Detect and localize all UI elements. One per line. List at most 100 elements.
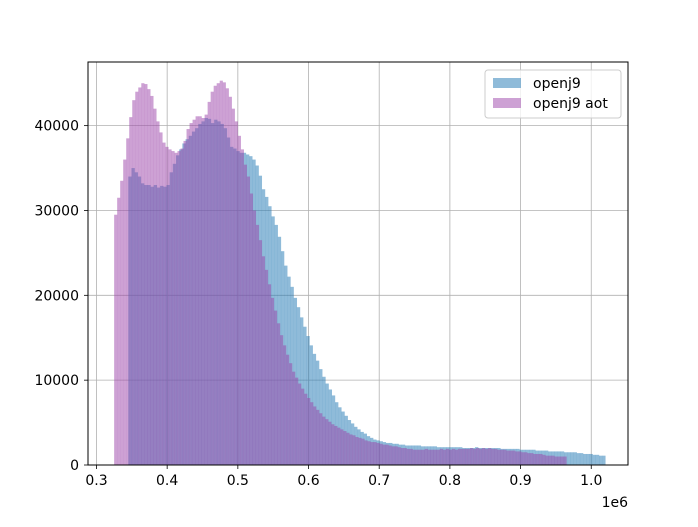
histogram-bar <box>129 117 133 465</box>
histogram-bar <box>144 84 148 465</box>
histogram-bar <box>599 455 603 465</box>
histogram-bar <box>448 449 453 465</box>
histogram-bars <box>114 80 606 466</box>
x-tick-label: 0.3 <box>85 473 107 489</box>
histogram-bar <box>292 371 296 465</box>
histogram-bar <box>509 450 513 465</box>
y-tick-label: 40000 <box>34 119 79 135</box>
histogram-bar <box>246 176 251 465</box>
histogram-bar <box>379 443 383 465</box>
legend-label: openj9 <box>533 76 581 92</box>
histogram-bar <box>219 80 223 466</box>
histogram-bar <box>512 450 516 465</box>
histogram-bar <box>479 448 483 465</box>
histogram-bar <box>376 442 380 465</box>
histogram-bar <box>207 101 211 465</box>
histogram-bar <box>298 383 302 465</box>
histogram-bar <box>319 413 323 465</box>
histogram-bar <box>310 402 314 465</box>
axis-ticks: 0.3 0.4 0.5 0.6 0.7 0.8 0.9 1.0 0 10000 20000 30000… <box>34 119 602 489</box>
histogram-bar <box>358 437 362 465</box>
histogram-bar <box>439 448 444 465</box>
x-tick-label: 0.9 <box>509 473 531 489</box>
histogram-bar <box>153 108 157 466</box>
histogram-bar <box>150 95 154 466</box>
histogram-bar <box>385 444 389 465</box>
histogram-bar <box>451 448 456 465</box>
histogram-bar <box>388 445 392 465</box>
histogram-bar <box>120 180 124 466</box>
histogram-bar <box>427 449 431 465</box>
histogram-bar <box>394 446 398 465</box>
histogram-bar <box>237 135 241 466</box>
histogram-bar <box>391 446 395 465</box>
histogram-bar <box>313 406 317 465</box>
histogram-bar <box>524 452 528 465</box>
histogram-bar <box>415 449 419 465</box>
legend: openj9 openj9 aot <box>484 69 622 119</box>
y-tick-label: 30000 <box>34 203 79 219</box>
histogram-bar <box>352 435 356 465</box>
histogram-bar <box>533 453 537 465</box>
histogram-bar <box>141 83 145 466</box>
histogram-bar <box>225 88 229 465</box>
histogram-bar <box>586 453 590 465</box>
histogram-bar <box>277 323 281 465</box>
legend-swatch <box>493 78 521 88</box>
histogram-bar <box>346 432 350 465</box>
histogram-bar <box>228 96 232 465</box>
histogram-bar <box>135 91 139 466</box>
histogram-bar <box>545 455 549 465</box>
x-tick-label: 0.4 <box>156 473 178 489</box>
histogram-bar <box>367 441 371 465</box>
histogram-bar <box>331 424 335 465</box>
histogram-bar <box>406 448 410 465</box>
histogram-bar <box>165 146 169 465</box>
histogram-bar <box>355 437 359 465</box>
histogram-bar <box>252 210 257 465</box>
histogram-bar <box>589 453 593 465</box>
histogram-bar <box>255 224 260 465</box>
y-tick-label: 0 <box>70 458 79 474</box>
histogram-bar <box>536 453 540 465</box>
histogram-bar <box>337 427 341 465</box>
histogram-bar <box>470 448 474 465</box>
histogram-bar <box>412 449 416 465</box>
histogram-bar <box>289 363 293 465</box>
legend-swatch <box>493 98 521 108</box>
histogram-bar <box>231 108 235 466</box>
histogram-bar <box>123 159 127 465</box>
histogram-bar <box>201 117 205 465</box>
histogram-bar <box>488 448 492 465</box>
grid-lines <box>88 62 628 466</box>
histogram-bar <box>485 448 489 465</box>
histogram-bar <box>500 449 504 465</box>
histogram-bar <box>494 448 498 465</box>
histogram-bar <box>421 449 425 465</box>
histogram-bar <box>563 456 567 465</box>
histogram-bar <box>283 345 287 465</box>
histogram-bar <box>222 82 226 465</box>
histogram-bar <box>204 114 208 465</box>
y-tick-label: 10000 <box>34 373 79 389</box>
histogram-bar <box>183 140 187 466</box>
histogram-bar <box>280 335 284 465</box>
series-1-bars <box>114 80 567 466</box>
histogram-bar <box>557 456 561 465</box>
histogram-bar <box>340 429 344 465</box>
histogram-bar <box>466 448 471 465</box>
histogram-bar <box>270 297 275 465</box>
histogram-bar <box>159 132 163 465</box>
histogram-bar <box>370 442 374 465</box>
histogram-bar <box>117 197 121 465</box>
histogram-bar <box>539 453 543 465</box>
histogram-bar <box>186 129 190 465</box>
histogram-bar <box>397 447 401 465</box>
histogram-bar <box>527 453 531 465</box>
histogram-bar <box>573 452 577 465</box>
histogram-bar <box>457 448 462 465</box>
histogram-bar <box>430 449 434 465</box>
histogram-bar <box>592 454 596 465</box>
